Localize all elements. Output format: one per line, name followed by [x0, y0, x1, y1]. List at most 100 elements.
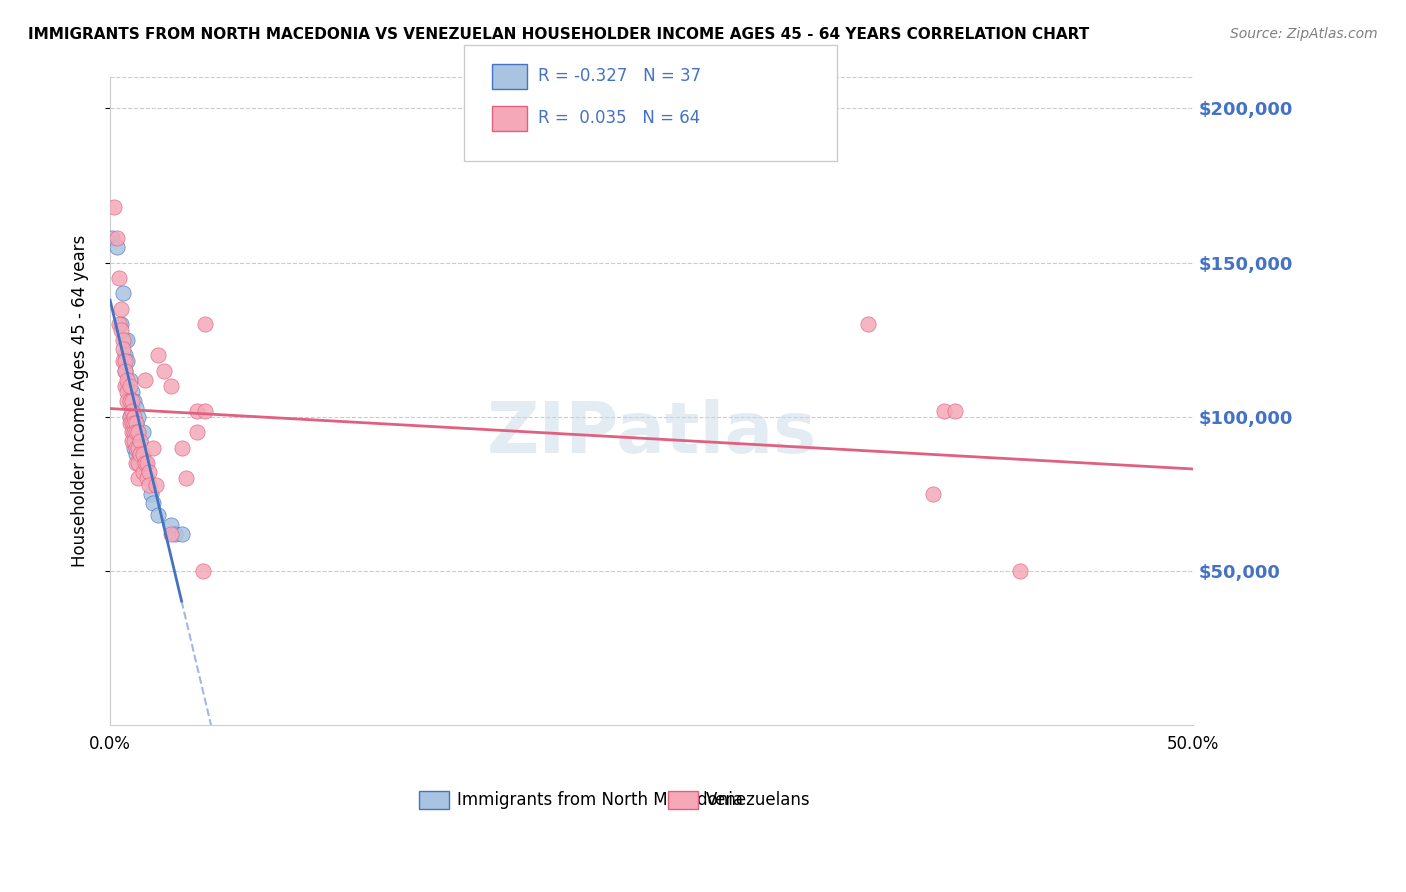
Point [110, 301, 132, 316]
Point [121, 416, 143, 430]
Point [121, 416, 143, 430]
Point [117, 333, 139, 347]
Point [112, 286, 135, 301]
Text: Immigrants from North Macedonia: Immigrants from North Macedonia [457, 791, 742, 809]
Text: Source: ZipAtlas.com: Source: ZipAtlas.com [1230, 27, 1378, 41]
Point [114, 363, 136, 377]
FancyBboxPatch shape [419, 791, 449, 809]
Point [122, 409, 145, 424]
Point [153, 363, 176, 377]
Point [146, 508, 169, 523]
Point [121, 403, 143, 417]
Text: ZIPatlas: ZIPatlas [486, 400, 817, 468]
Point [135, 456, 157, 470]
Point [146, 348, 169, 362]
Point [114, 379, 136, 393]
Point [122, 441, 145, 455]
Point [127, 425, 149, 440]
Point [129, 434, 152, 449]
Point [121, 403, 143, 417]
Point [131, 425, 153, 440]
Point [186, 425, 208, 440]
Point [107, 271, 129, 285]
Point [107, 317, 129, 331]
Point [125, 441, 148, 455]
Point [117, 385, 139, 400]
Point [134, 456, 156, 470]
Point [121, 425, 143, 440]
Point [131, 456, 153, 470]
Point [170, 527, 193, 541]
Point [129, 434, 152, 449]
Point [118, 394, 141, 409]
Point [110, 323, 132, 337]
Point [134, 456, 156, 470]
Point [114, 354, 136, 368]
Point [117, 373, 139, 387]
Point [127, 425, 149, 440]
Point [159, 527, 181, 541]
Point [118, 409, 141, 424]
Point [101, 231, 124, 245]
Point [174, 471, 197, 485]
Text: IMMIGRANTS FROM NORTH MACEDONIA VS VENEZUELAN HOUSEHOLDER INCOME AGES 45 - 64 YE: IMMIGRANTS FROM NORTH MACEDONIA VS VENEZ… [28, 27, 1090, 42]
Point [138, 465, 160, 479]
Point [125, 401, 148, 415]
Point [122, 394, 145, 409]
Point [114, 348, 136, 362]
Point [129, 447, 152, 461]
Point [103, 200, 125, 214]
Point [125, 431, 148, 445]
Point [934, 403, 956, 417]
Point [117, 379, 139, 393]
Point [170, 441, 193, 455]
Point [121, 394, 143, 409]
Point [131, 447, 153, 461]
Point [118, 409, 141, 424]
Point [117, 394, 139, 409]
Point [858, 317, 880, 331]
Point [125, 456, 148, 470]
Point [125, 416, 148, 430]
Point [117, 354, 139, 368]
Point [105, 231, 128, 245]
Point [118, 373, 141, 387]
Point [129, 447, 152, 461]
Point [122, 409, 145, 424]
Point [135, 471, 157, 485]
Point [121, 434, 143, 449]
Point [943, 403, 966, 417]
Point [134, 373, 156, 387]
Point [105, 240, 128, 254]
Point [138, 477, 160, 491]
Point [159, 379, 181, 393]
FancyBboxPatch shape [668, 791, 699, 809]
Point [142, 441, 165, 455]
Point [112, 333, 135, 347]
Point [125, 416, 148, 430]
Point [122, 416, 145, 430]
Y-axis label: Householder Income Ages 45 - 64 years: Householder Income Ages 45 - 64 years [72, 235, 89, 567]
Point [118, 394, 141, 409]
Point [114, 363, 136, 377]
Point [194, 317, 217, 331]
Point [118, 416, 141, 430]
Point [112, 354, 135, 368]
Point [127, 471, 149, 485]
Point [122, 434, 145, 449]
Point [127, 441, 149, 455]
Text: R =  0.035   N = 64: R = 0.035 N = 64 [538, 109, 700, 127]
Point [125, 447, 148, 461]
Point [122, 425, 145, 440]
Point [122, 425, 145, 440]
Point [110, 317, 132, 331]
Point [165, 527, 187, 541]
Point [922, 487, 945, 501]
Point [141, 487, 163, 501]
Point [142, 496, 165, 510]
Point [127, 409, 149, 424]
Point [131, 465, 153, 479]
Text: Venezuelans: Venezuelans [706, 791, 810, 809]
Point [118, 379, 141, 393]
Point [121, 385, 143, 400]
